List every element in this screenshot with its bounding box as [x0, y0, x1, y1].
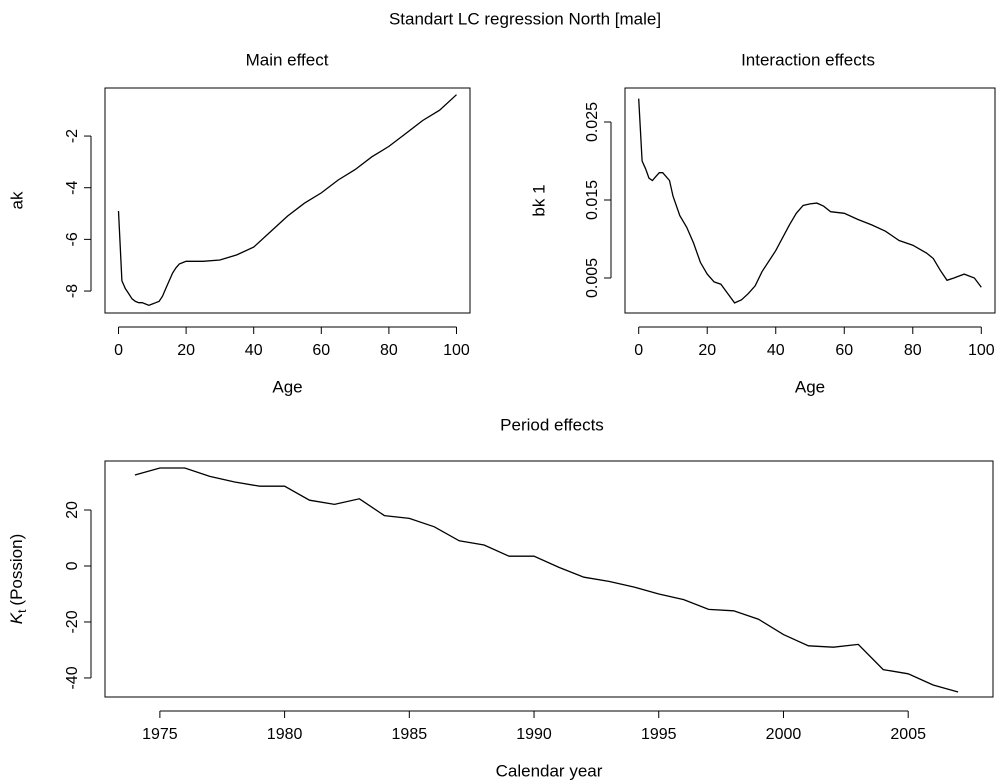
plot-box: [104, 460, 994, 698]
x-tick-label: 100: [968, 342, 995, 359]
x-tick-label: 2000: [766, 726, 802, 743]
x-tick-label: 100: [443, 342, 470, 359]
plot-box: [104, 87, 471, 314]
y-tick-label: -40: [64, 666, 81, 689]
data-line: [134, 467, 959, 693]
x-tick-label: 20: [177, 342, 195, 359]
panel-title: Interaction effects: [741, 50, 875, 69]
y-tick-label: 0.015: [584, 180, 601, 220]
data-line: [117, 94, 457, 306]
x-tick-label: 2005: [890, 726, 926, 743]
y-tick-label: -8: [64, 284, 81, 298]
y-label-symbol: K: [7, 612, 26, 624]
x-axis-label: Age: [795, 377, 825, 396]
x-tick-label: 80: [904, 342, 922, 359]
x-tick-label: 1985: [392, 726, 428, 743]
x-tick-label: 0: [114, 342, 123, 359]
x-tick-label: 1995: [641, 726, 677, 743]
x-axis-label: Calendar year: [496, 761, 603, 780]
y-axis-label: ak: [7, 191, 26, 209]
x-tick-label: 40: [767, 342, 785, 359]
y-tick-label: -6: [64, 232, 81, 246]
y-axis-label: bk 1: [529, 184, 548, 216]
x-tick-label: 1980: [267, 726, 303, 743]
plot-box: [624, 87, 996, 314]
panel-title: Period effects: [500, 415, 604, 434]
y-tick-label: -4: [64, 181, 81, 195]
y-label-subscript: t: [15, 609, 29, 613]
x-tick-label: 60: [312, 342, 330, 359]
x-tick-label: 0: [634, 342, 643, 359]
y-tick-label: 0.025: [584, 102, 601, 142]
data-line: [638, 98, 982, 304]
panel-title: Main effect: [246, 50, 329, 69]
x-tick-label: 20: [698, 342, 716, 359]
x-tick-label: 1975: [142, 726, 178, 743]
y-tick-label: -20: [64, 610, 81, 633]
y-tick-label: -2: [64, 129, 81, 143]
x-tick-label: 1990: [516, 726, 552, 743]
y-tick-label: 20: [64, 501, 81, 519]
x-tick-label: 60: [835, 342, 853, 359]
y-tick-label: 0: [64, 561, 81, 570]
x-tick-label: 80: [380, 342, 398, 359]
y-tick-label: 0.005: [584, 258, 601, 298]
y-axis-label: Kt (Possion): [7, 534, 29, 625]
figure-title: Standart LC regression North [male]: [389, 9, 661, 28]
x-axis-label: Age: [272, 377, 302, 396]
y-label-text: (Possion): [7, 534, 26, 606]
x-tick-label: 40: [245, 342, 263, 359]
